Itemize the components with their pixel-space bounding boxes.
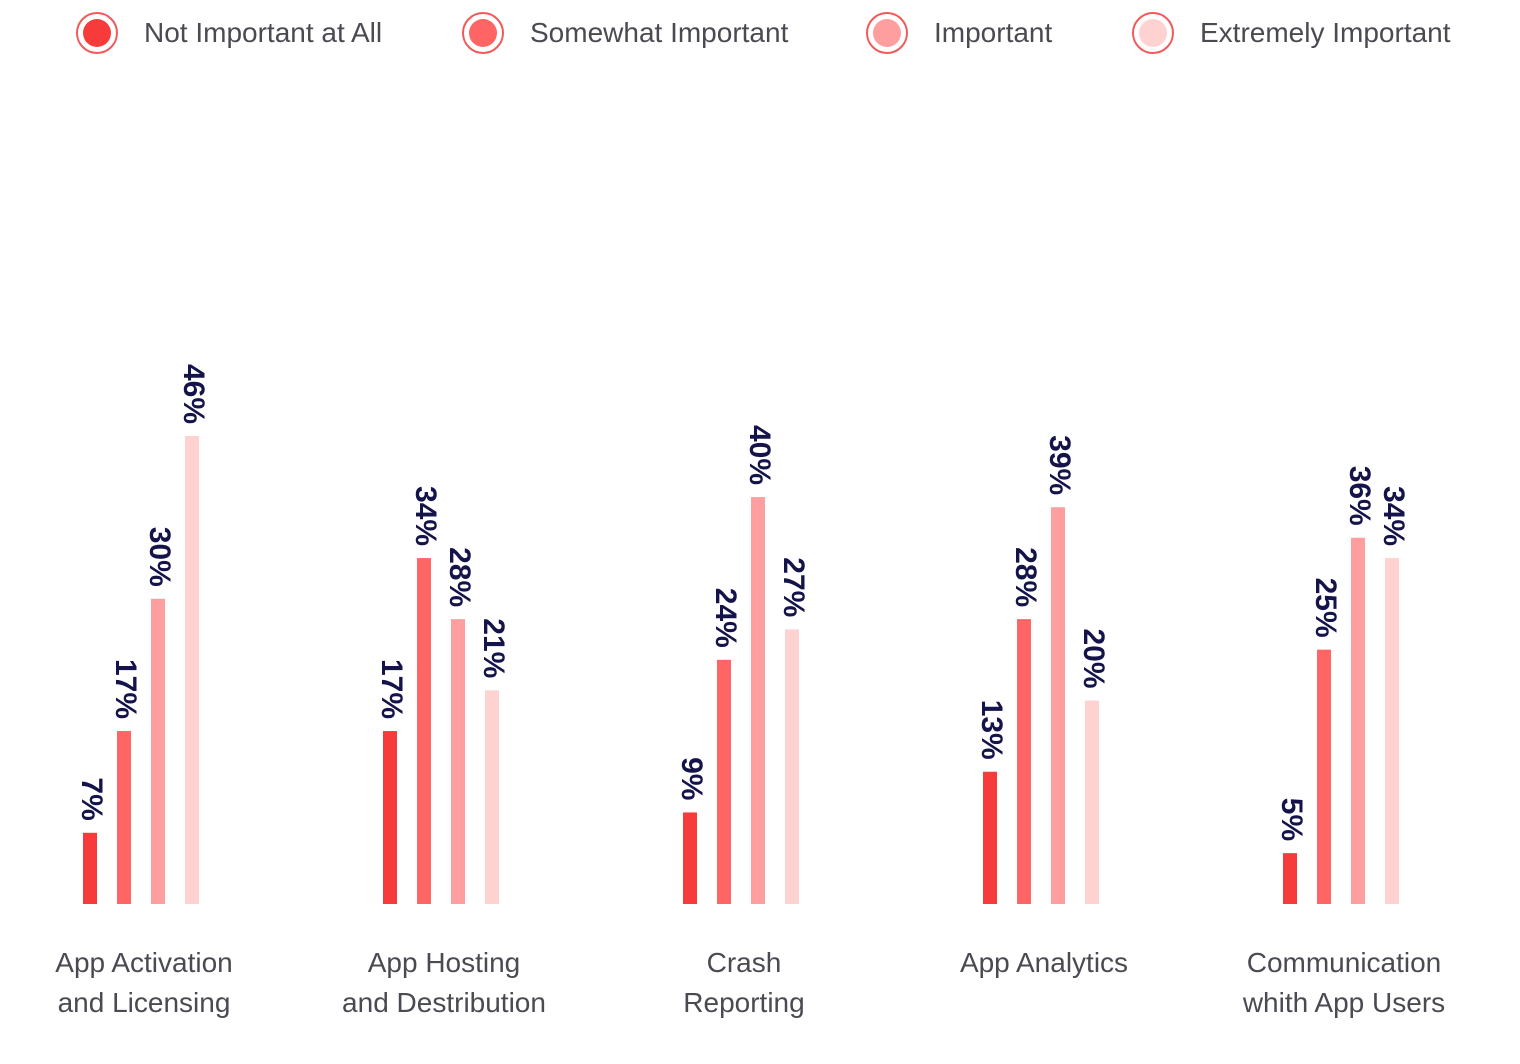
bar-group: 7% 17% 30% 46% App Activation and Licensing — [55, 364, 232, 1018]
category-label-line: and Destribution — [342, 987, 546, 1018]
bar — [717, 659, 731, 904]
data-label: 30% — [143, 527, 176, 587]
bar — [683, 812, 697, 904]
legend-marker — [866, 12, 908, 54]
bar — [83, 832, 97, 904]
category-label-line: App Hosting — [368, 947, 521, 978]
bar — [185, 436, 199, 904]
bar — [1085, 700, 1099, 904]
bar — [417, 558, 431, 904]
data-label: 36% — [1343, 466, 1376, 526]
category-label: App Hosting and Destribution — [342, 947, 546, 1018]
bar — [983, 771, 997, 904]
data-label: 28% — [443, 547, 476, 607]
data-label: 28% — [1009, 547, 1042, 607]
category-label-line: App Activation — [55, 947, 232, 978]
legend-swatch — [1139, 19, 1167, 47]
bar — [751, 497, 765, 904]
bar-group: 5% 25% 36% 34% Communication whith App Users — [1242, 466, 1445, 1018]
data-label: 27% — [777, 557, 810, 617]
data-label: 17% — [375, 659, 408, 719]
legend-marker — [1132, 12, 1174, 54]
category-label-line: Communication — [1247, 947, 1442, 978]
data-label: 25% — [1309, 578, 1342, 638]
bar — [383, 731, 397, 904]
bar — [1283, 853, 1297, 904]
legend-label: Somewhat Important — [530, 17, 789, 48]
category-label-line: whith App Users — [1242, 987, 1445, 1018]
legend-swatch — [83, 19, 111, 47]
bar — [451, 619, 465, 904]
category-label-line: App Analytics — [960, 947, 1128, 978]
legend: Not Important at All Somewhat Important Im… — [0, 0, 1520, 66]
legend-marker — [462, 12, 504, 54]
data-label: 5% — [1275, 798, 1308, 841]
bar-group: 17% 34%28%21% App Hosting and Destribution — [342, 486, 546, 1018]
legend-item: Extremely Important — [1132, 10, 1451, 56]
bar — [1051, 507, 1065, 904]
data-label: 7% — [75, 777, 108, 820]
data-label: 21% — [477, 618, 510, 678]
data-label: 9% — [675, 757, 708, 800]
data-label: 13% — [975, 700, 1008, 760]
bar — [485, 690, 499, 904]
data-label: 34% — [409, 486, 442, 546]
data-label: 20% — [1077, 628, 1110, 688]
bar — [1385, 558, 1399, 904]
data-label: 40% — [743, 425, 776, 485]
legend-label: Important — [934, 17, 1053, 48]
legend-item: Important — [866, 10, 1052, 56]
legend-swatch — [469, 19, 497, 47]
category-label: App Analytics — [960, 947, 1128, 978]
legend-marker — [76, 12, 118, 54]
category-label: Crash Reporting — [683, 947, 804, 1018]
data-label: 39% — [1043, 435, 1076, 495]
data-label: 46% — [177, 364, 210, 424]
category-label-line: Reporting — [683, 987, 804, 1018]
legend-label: Not Important at All — [144, 17, 383, 48]
bar — [1351, 537, 1365, 904]
bar — [1317, 649, 1331, 904]
bar — [151, 598, 165, 904]
legend-item: Somewhat Important — [462, 10, 788, 56]
bar — [117, 731, 131, 904]
bar — [785, 629, 799, 904]
bar-group: 9% 24% 40% 27% Crash Reporting — [675, 425, 810, 1018]
bar — [1017, 619, 1031, 904]
data-label: 17% — [109, 659, 142, 719]
category-label: App Activation and Licensing — [55, 947, 232, 1018]
legend-item: Not Important at All — [76, 10, 382, 56]
data-label: 24% — [709, 588, 742, 648]
legend-label: Extremely Important — [1200, 17, 1451, 48]
category-label-line: Crash — [707, 947, 782, 978]
legend-swatch — [873, 19, 901, 47]
data-label: 34% — [1377, 486, 1410, 546]
category-label: Communication whith App Users — [1242, 947, 1445, 1018]
bar-group: 13% 28% 39% 20% App Analytics — [960, 435, 1128, 978]
category-label-line: and Licensing — [58, 987, 231, 1018]
